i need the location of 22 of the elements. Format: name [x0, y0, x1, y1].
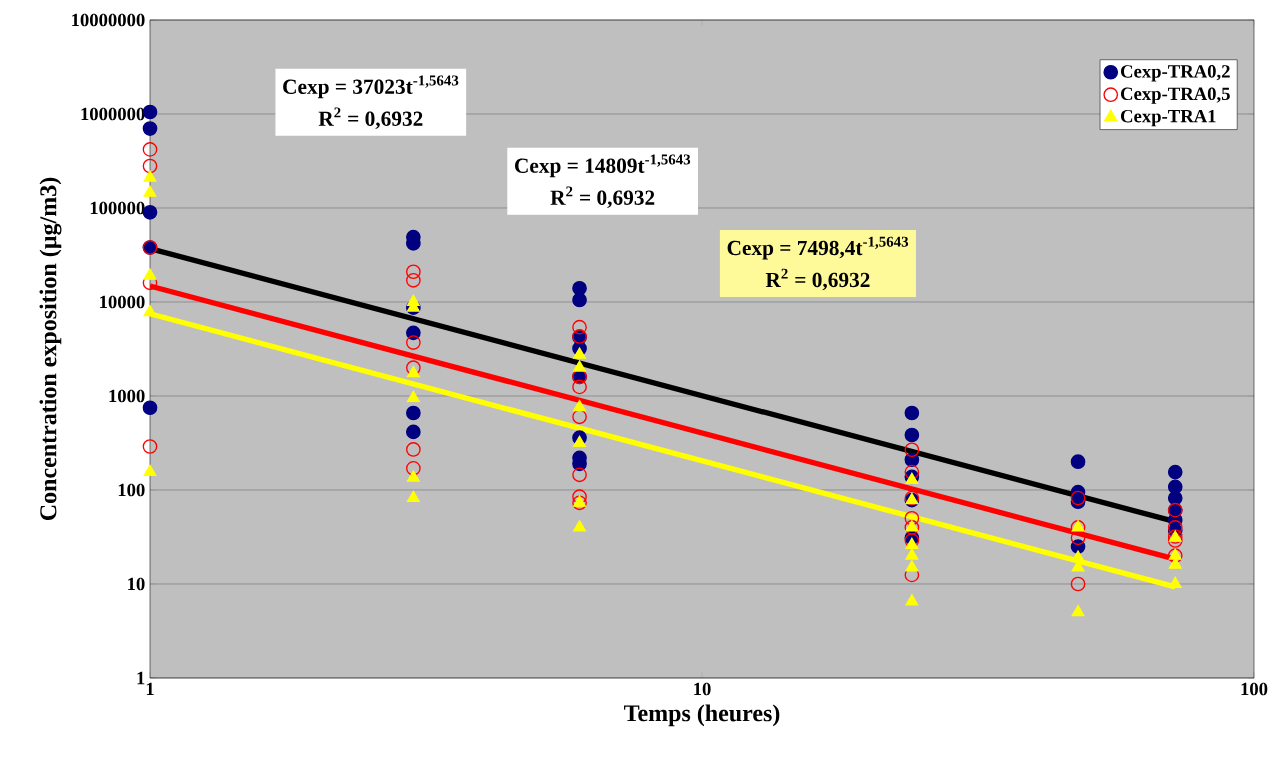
legend-label: Cexp-TRA0,5 [1121, 87, 1230, 104]
y-tick-label: 10000 [100, 295, 145, 309]
y-tick-label: 1000 [109, 389, 145, 403]
annotation: Cexp = 7498,4t$^{-1,5643}$ [727, 236, 909, 260]
annotation: R$^{2}$ = 0,6932 [765, 268, 870, 291]
annotation: Cexp = 14809t$^{-1,5643}$ [515, 154, 691, 178]
legend-label: Cexp-TRA1 [1121, 109, 1216, 127]
y-tick-label: 10 [128, 577, 145, 591]
y-tick-label: 1 [137, 671, 145, 684]
annotation: R$^{2}$ = 0,6932 [318, 107, 423, 129]
y-tick-label: 100 [118, 483, 145, 497]
x-tick-label: 10 [694, 682, 711, 696]
y-axis-title: Concentration exposition (µg/m3) [39, 177, 62, 520]
x-tick-label: 1 [146, 682, 154, 695]
x-tick-label: 100 [1241, 682, 1268, 696]
y-tick-label: 100000 [90, 201, 145, 215]
y-tick-label: 1000000 [81, 107, 145, 121]
y-tick-label: 10000000 [72, 13, 145, 27]
legend-label: Cexp-TRA0,2 [1121, 64, 1230, 82]
x-axis-title: Temps (heures) [624, 704, 780, 727]
annotation: R$^{2}$ = 0,6932 [550, 186, 655, 208]
annotation: Cexp = 37023t$^{-1,5643}$ [283, 75, 459, 99]
